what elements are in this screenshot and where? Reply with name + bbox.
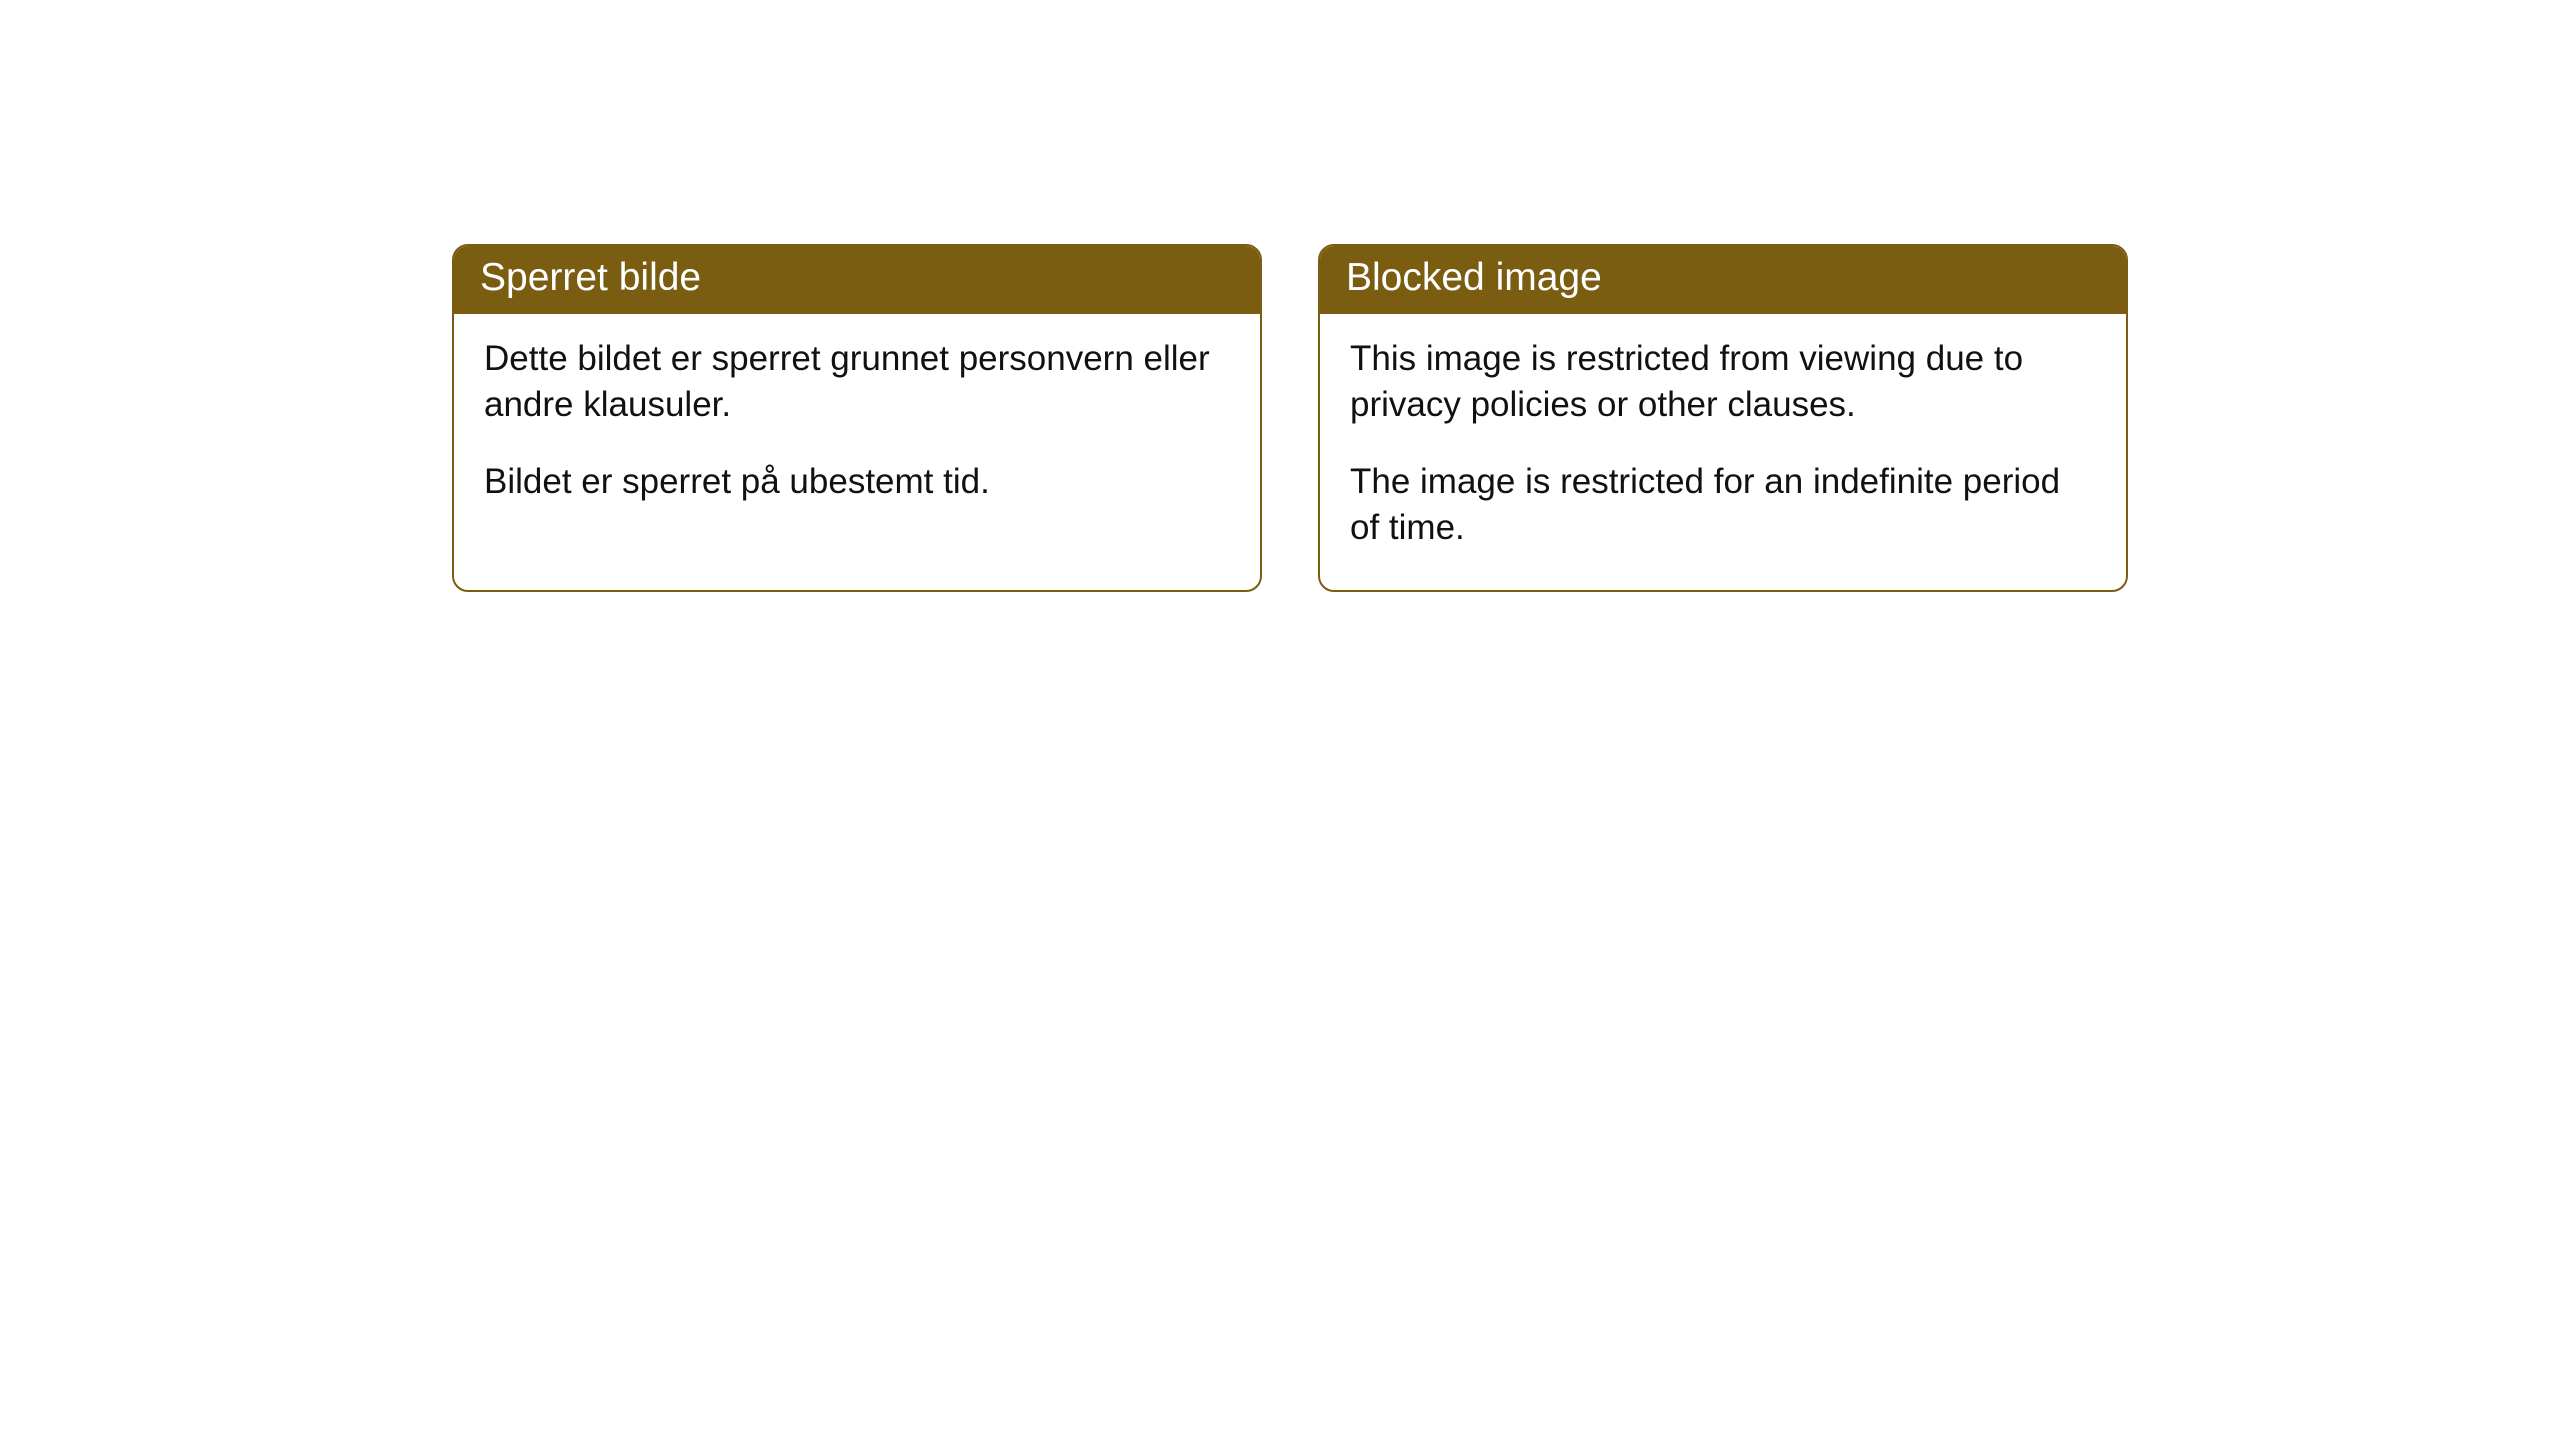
card-paragraph: The image is restricted for an indefinit… (1350, 459, 2096, 550)
notice-card-english: Blocked image This image is restricted f… (1318, 244, 2128, 592)
notice-card-norwegian: Sperret bilde Dette bildet er sperret gr… (452, 244, 1262, 592)
card-body: This image is restricted from viewing du… (1320, 314, 2126, 590)
card-title: Blocked image (1320, 246, 2126, 314)
card-body: Dette bildet er sperret grunnet personve… (454, 314, 1260, 545)
card-title: Sperret bilde (454, 246, 1260, 314)
card-paragraph: This image is restricted from viewing du… (1350, 336, 2096, 427)
card-paragraph: Dette bildet er sperret grunnet personve… (484, 336, 1230, 427)
notice-card-container: Sperret bilde Dette bildet er sperret gr… (0, 0, 2560, 592)
card-paragraph: Bildet er sperret på ubestemt tid. (484, 459, 1230, 505)
